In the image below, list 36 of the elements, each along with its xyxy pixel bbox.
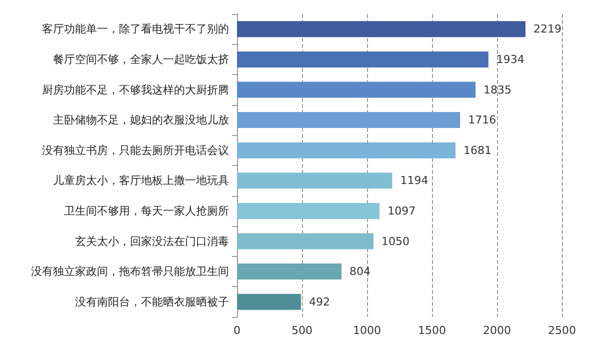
data-label: 1194 — [400, 174, 428, 188]
y-tick-label: 玄关太小，回家没法在门口消毒 — [75, 234, 229, 248]
y-tick-label: 餐厅空间不够，全家人一起吃饭太挤 — [53, 52, 229, 66]
y-tick-label: 卫生间不够用，每天一家人抢厕所 — [64, 204, 229, 218]
x-tick-label: 0 — [234, 324, 240, 337]
y-tick-label: 厨房功能不足，不够我这样的大厨折腾 — [42, 83, 229, 96]
data-label: 804 — [350, 265, 371, 278]
x-tick-label: 2000 — [483, 324, 511, 337]
data-label: 1050 — [382, 234, 410, 248]
data-label: 492 — [308, 295, 330, 308]
x-tick-label: 2500 — [548, 324, 576, 337]
bar — [237, 82, 476, 98]
data-label: 1835 — [484, 83, 512, 96]
x-tick-label: 500 — [292, 324, 312, 337]
bar — [237, 294, 301, 310]
x-tick-label: 1000 — [353, 324, 381, 337]
y-tick-label: 没有南阳台，不能晒衣服晒被子 — [75, 295, 229, 308]
data-label: 1681 — [464, 144, 492, 157]
bar — [237, 172, 392, 189]
data-label: 1097 — [388, 204, 416, 218]
bar — [237, 264, 342, 280]
data-label: 1934 — [496, 52, 524, 66]
data-label: 1716 — [468, 114, 496, 127]
bar — [237, 142, 456, 158]
y-tick-label: 没有独立家政间，拖布笤帚只能放卫生间 — [31, 265, 229, 278]
bar — [237, 233, 374, 250]
data-label: 2219 — [533, 22, 562, 36]
bar — [237, 51, 488, 68]
bar — [237, 202, 380, 219]
y-tick-label: 没有独立书房，只能去厕所开电话会议 — [42, 144, 229, 157]
bar — [237, 21, 526, 38]
bar — [237, 112, 460, 128]
y-tick-label: 客厅功能单一，除了看电视干不了别的 — [42, 22, 229, 36]
x-tick-label: 1500 — [418, 324, 446, 337]
y-tick-label: 儿童房太小，客厅地板上撒一地玩具 — [53, 174, 229, 188]
y-tick-label: 主卧储物不足，媳妇的衣服没地儿放 — [53, 114, 229, 127]
